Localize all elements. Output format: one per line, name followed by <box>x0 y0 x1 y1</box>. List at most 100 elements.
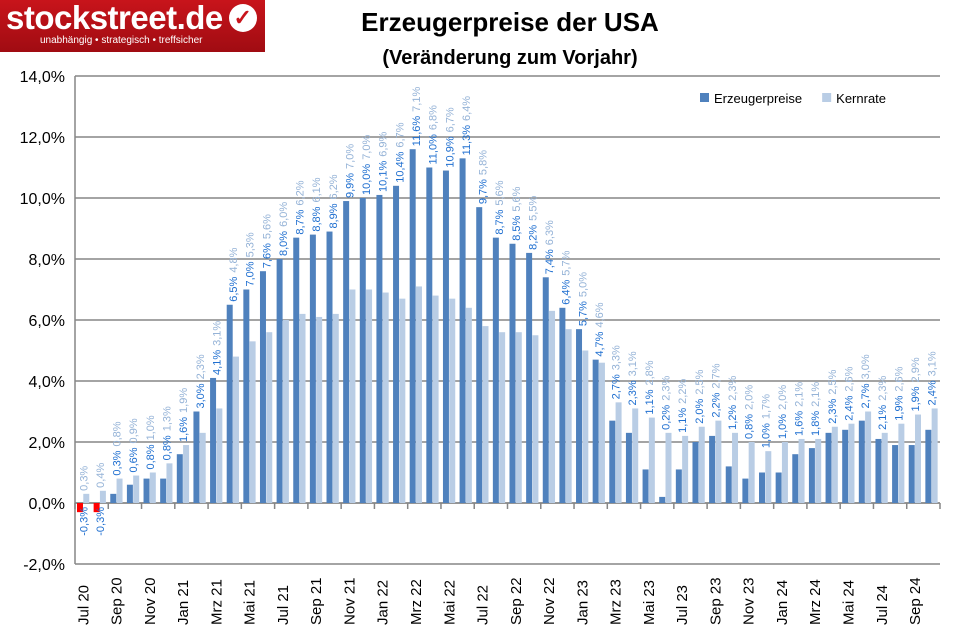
data-label: 2,0% <box>694 398 706 423</box>
data-label: 2,4% <box>927 380 939 405</box>
data-label: 5,6% <box>261 214 273 239</box>
data-label: 2,3% <box>727 375 739 400</box>
data-label: 0,6% <box>128 447 140 472</box>
data-label: 10,1% <box>378 161 390 192</box>
data-label: 6,0% <box>278 202 290 227</box>
y-tick-label: -2,0% <box>23 557 65 574</box>
bar-kernrate <box>332 313 339 503</box>
data-label: 6,5% <box>228 276 240 301</box>
data-label: 2,8% <box>644 360 656 385</box>
x-tick-label: Nov 22 <box>541 577 558 625</box>
chart-title: Erzeugerpreise der USA <box>361 7 659 37</box>
bar-kernrate <box>781 442 788 503</box>
bar-erzeugerpreise <box>476 207 483 503</box>
data-label: 1,0% <box>145 415 157 440</box>
data-label: 2,7% <box>860 383 872 408</box>
bar-erzeugerpreise <box>775 472 782 503</box>
data-label: 2,3% <box>877 375 889 400</box>
data-label: 6,3% <box>544 220 556 245</box>
data-label: 2,6% <box>893 366 905 391</box>
bar-erzeugerpreise <box>858 420 865 503</box>
x-tick-label: Mrz 23 <box>608 579 625 625</box>
data-label: 5,3% <box>245 232 257 257</box>
data-label: 11,0% <box>428 134 440 165</box>
data-label: 6,2% <box>328 174 340 199</box>
data-label: 11,3% <box>461 125 473 156</box>
legend-swatch <box>700 93 709 102</box>
data-label: 7,0% <box>344 144 356 169</box>
data-label: 8,9% <box>328 203 340 228</box>
bar-kernrate <box>615 402 622 503</box>
bar-erzeugerpreise <box>293 237 300 503</box>
bar-kernrate <box>831 426 838 503</box>
bar-kernrate <box>499 332 506 503</box>
bar-kernrate <box>732 432 739 503</box>
data-label: 0,3% <box>78 466 90 491</box>
bar-erzeugerpreise <box>393 185 400 504</box>
bar-kernrate <box>149 472 156 503</box>
data-label: 3,1% <box>211 321 223 346</box>
bar-erzeugerpreise <box>243 289 250 503</box>
x-tick-label: Jan 23 <box>574 580 591 625</box>
bar-kernrate <box>83 493 90 503</box>
x-tick-label: Mrz 24 <box>807 579 824 625</box>
bar-kernrate <box>931 408 938 503</box>
bar-erzeugerpreise <box>742 478 749 503</box>
bar-kernrate <box>665 432 672 503</box>
data-label: 6,4% <box>461 96 473 121</box>
bar-erzeugerpreise <box>842 429 849 503</box>
x-tick-label: Mrz 21 <box>208 579 225 625</box>
bar-erzeugerpreise <box>559 307 566 503</box>
bar-erzeugerpreise <box>76 503 83 513</box>
x-tick-label: Jul 22 <box>475 585 492 625</box>
data-label: 2,7% <box>611 374 623 399</box>
y-tick-label: 14,0% <box>20 69 65 86</box>
bar-erzeugerpreise <box>326 231 333 504</box>
x-tick-label: Jan 24 <box>774 580 791 625</box>
bar-kernrate <box>515 332 522 503</box>
x-tick-label: Mrz 22 <box>408 579 425 625</box>
data-label: 2,2% <box>677 379 689 404</box>
bar-kernrate <box>765 451 772 503</box>
x-tick-label: Nov 21 <box>341 577 358 625</box>
data-label: 3,0% <box>195 383 207 408</box>
bar-kernrate <box>399 298 406 503</box>
bar-erzeugerpreise <box>176 454 183 503</box>
bar-kernrate <box>199 432 206 503</box>
data-label: 2,1% <box>810 382 822 407</box>
data-label: 6,7% <box>394 122 406 147</box>
bar-kernrate <box>232 356 239 503</box>
data-label: 1,1% <box>644 389 656 414</box>
bar-kernrate <box>698 426 705 503</box>
bar-kernrate <box>216 408 223 503</box>
x-tick-label: Nov 23 <box>741 577 758 625</box>
bar-kernrate <box>282 320 289 503</box>
data-label: 6,4% <box>561 280 573 305</box>
data-label: 1,2% <box>727 405 739 430</box>
bar-kernrate <box>449 298 456 503</box>
data-label: 8,5% <box>511 215 523 240</box>
checkmark-icon: ✓ <box>228 3 257 32</box>
x-tick-label: Sep 20 <box>109 577 126 625</box>
bar-erzeugerpreise <box>792 454 799 503</box>
data-label: 8,7% <box>295 209 307 234</box>
data-label: 2,3% <box>195 354 207 379</box>
bar-erzeugerpreise <box>343 201 350 504</box>
data-label: 0,8% <box>161 435 173 460</box>
bar-erzeugerpreise <box>892 445 899 503</box>
data-label: -0,3% <box>78 507 90 536</box>
bar-erzeugerpreise <box>126 484 133 503</box>
x-tick-label: Mai 24 <box>841 580 858 625</box>
bar-erzeugerpreise <box>808 448 815 503</box>
bar-kernrate <box>748 442 755 503</box>
data-label: 1,6% <box>794 411 806 436</box>
data-label: 0,8% <box>112 421 124 446</box>
data-label: 10,4% <box>394 151 406 182</box>
bar-kernrate <box>166 463 173 503</box>
bar-kernrate <box>266 332 273 503</box>
x-tick-label: Jan 21 <box>175 580 192 625</box>
data-label: 1,9% <box>893 395 905 420</box>
data-label: 6,8% <box>428 105 440 130</box>
